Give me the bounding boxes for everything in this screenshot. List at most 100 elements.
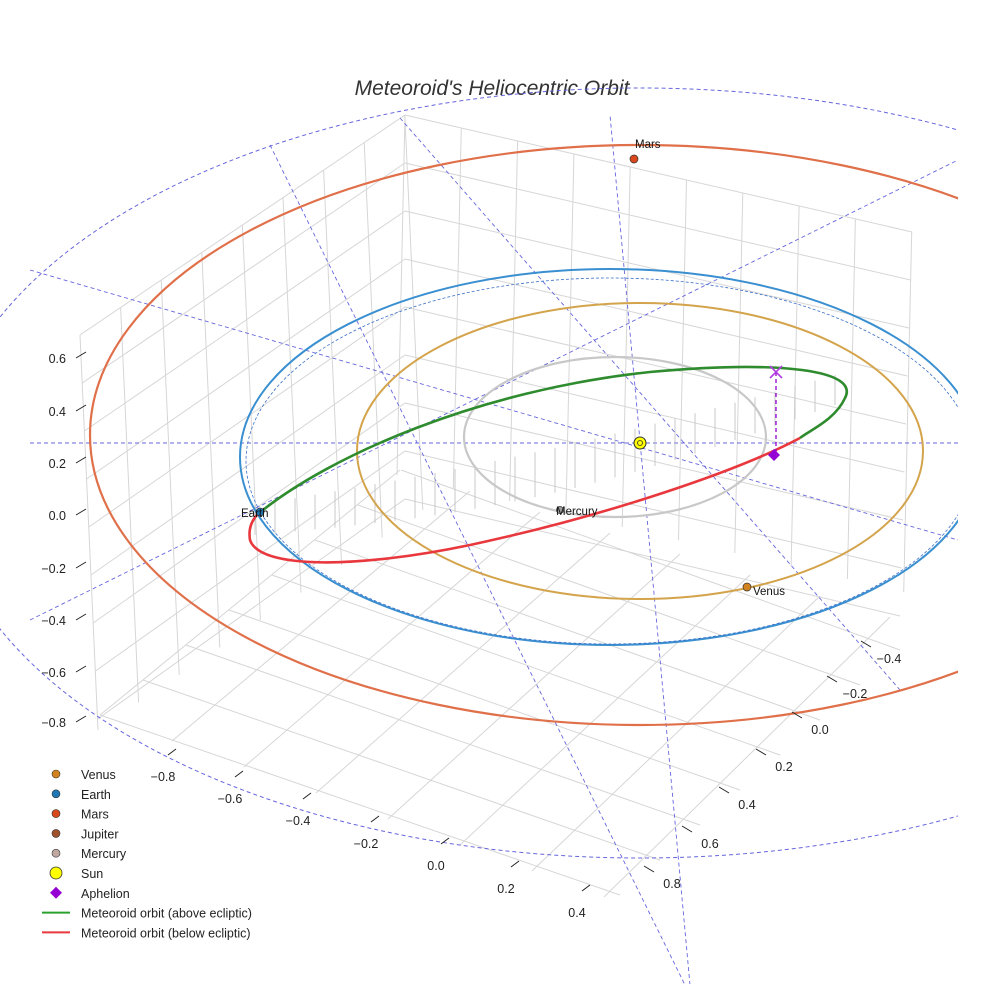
y-tick <box>791 711 803 719</box>
earth-marker <box>255 507 265 517</box>
z-tick <box>75 508 87 516</box>
grid-line <box>404 354 905 473</box>
legend-marker <box>49 866 63 880</box>
legend-marker <box>51 789 61 799</box>
z-tick-label: 0.0 <box>49 509 66 523</box>
grid-line <box>315 532 611 794</box>
grid-line <box>84 210 406 432</box>
grid-line <box>404 114 913 233</box>
grid-line <box>734 192 744 554</box>
z-tick <box>75 613 87 621</box>
grid-line <box>565 153 575 515</box>
grid-line <box>452 127 462 489</box>
mars-label: Mars <box>635 139 661 151</box>
y-tick-label: 0.0 <box>811 723 828 737</box>
legend-label: Jupiter <box>81 827 119 841</box>
grid-line <box>314 539 821 721</box>
grid-line <box>92 402 406 624</box>
grid-line <box>357 504 861 686</box>
grid-line <box>185 644 701 826</box>
grid-line <box>903 231 913 593</box>
y-tick <box>718 786 730 794</box>
aphelion-x-marker <box>769 365 783 379</box>
mars-orbit <box>89 143 958 727</box>
mercury-orbit <box>462 355 768 519</box>
guide-line <box>29 159 958 621</box>
earth-orbit <box>239 268 958 646</box>
legend-marker <box>51 829 61 838</box>
grid-line <box>459 574 751 846</box>
earth-label: Earth <box>241 508 269 520</box>
grid-line <box>271 574 781 756</box>
grid-line <box>404 162 911 281</box>
venus-marker <box>742 582 752 592</box>
axis-panes <box>79 114 913 898</box>
ecliptic-ellipse <box>0 87 958 859</box>
grid-line <box>88 306 406 528</box>
guide-line <box>609 114 691 984</box>
x-tick-label: −0.4 <box>286 814 311 828</box>
legend-label: Sun <box>81 867 103 881</box>
z-tick <box>75 561 87 569</box>
grid-line <box>90 354 406 576</box>
grid-line <box>678 179 687 541</box>
z-tick <box>75 715 87 723</box>
grid-line <box>404 114 424 511</box>
legend: Venus Earth Mars Jupiter Mercury Sun Aphelion M… <box>42 768 252 940</box>
grid-line <box>95 450 406 672</box>
y-tick-label: 0.2 <box>775 760 792 774</box>
legend-marker <box>50 886 62 899</box>
x-tick-label: 0.0 <box>427 859 444 873</box>
y-tick <box>826 675 838 683</box>
grid-line <box>241 224 261 621</box>
y-tick <box>755 748 767 756</box>
z-tick-label: −0.8 <box>41 716 66 730</box>
venus-label: Venus <box>753 586 785 598</box>
legend-label: Aphelion <box>81 887 130 901</box>
grid-line <box>97 498 406 720</box>
grid-line <box>243 511 541 768</box>
grid-line <box>846 218 856 580</box>
aphelion-marker <box>768 449 780 461</box>
orbits <box>89 143 958 727</box>
x-tick-label: −0.6 <box>218 792 243 806</box>
legend-label: Mars <box>81 808 109 822</box>
y-tick-label: −0.2 <box>843 687 868 701</box>
grid-line <box>531 595 821 872</box>
x-tick <box>581 884 591 892</box>
grid-line <box>142 679 661 861</box>
sun-marker <box>633 436 647 450</box>
z-tick-label: 0.4 <box>49 405 66 419</box>
grid-line <box>790 205 800 567</box>
legend-label: Earth <box>81 788 111 802</box>
z-tick-label: −0.4 <box>41 614 66 628</box>
grid-line <box>603 616 891 898</box>
grid-line <box>81 162 406 384</box>
grid-line <box>404 258 908 377</box>
grid-line <box>160 279 180 676</box>
legend-marker <box>51 769 61 779</box>
legend-marker <box>51 809 61 818</box>
legend-marker <box>51 848 61 858</box>
z-tick <box>75 665 87 673</box>
guide-line <box>269 144 686 984</box>
mars-marker <box>629 154 639 164</box>
z-tick-label: −0.6 <box>41 666 66 680</box>
y-tick-label: 0.4 <box>738 798 755 812</box>
x-tick-label: −0.8 <box>151 770 176 784</box>
x-tick <box>167 748 177 756</box>
grid-line <box>120 307 140 703</box>
guide-line <box>399 117 901 691</box>
z-tick-label: 0.6 <box>49 352 66 366</box>
meteoroid-below <box>248 436 801 564</box>
grid-line <box>228 609 741 791</box>
x-tick <box>302 792 312 800</box>
guide-line <box>29 269 958 541</box>
grid-line <box>86 258 406 480</box>
ecliptic-guides <box>0 87 958 984</box>
z-tick-label: −0.2 <box>41 562 66 576</box>
legend-label: Meteoroid orbit (above ecliptic) <box>81 907 252 921</box>
markers: Mars Venus Earth Mercury <box>241 139 785 598</box>
z-tick <box>75 456 87 464</box>
